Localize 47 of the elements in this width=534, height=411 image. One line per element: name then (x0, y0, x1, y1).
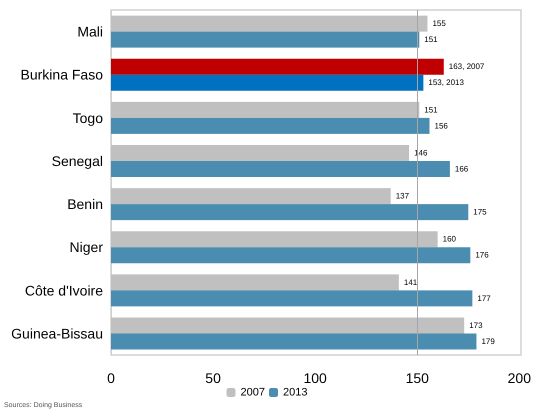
bar (111, 16, 428, 32)
data-label: 175 (473, 208, 488, 217)
x-tick-label: 200 (508, 370, 532, 386)
data-label: 137 (396, 192, 410, 201)
data-label: 146 (414, 148, 428, 158)
data-label: 153, 2013 (428, 78, 465, 88)
bar (111, 188, 391, 204)
data-label: 163, 2007 (448, 62, 485, 72)
bar (111, 317, 464, 334)
y-tick-label: Guinea-Bissau (11, 325, 103, 342)
y-tick-label: Niger (70, 239, 104, 256)
bar (111, 74, 424, 91)
y-tick-label: Senegal (52, 152, 103, 169)
data-label: 151 (424, 105, 438, 114)
bar (111, 32, 420, 48)
bar (111, 333, 476, 350)
bar (111, 231, 438, 248)
data-label: 160 (442, 234, 457, 244)
y-tick-label: Mali (77, 24, 103, 40)
bar (111, 102, 420, 118)
x-tick-label: 150 (406, 370, 430, 386)
legend-label: 2013 (283, 386, 308, 398)
bar (111, 274, 399, 290)
data-label: 179 (481, 336, 496, 346)
data-label: 177 (477, 294, 492, 303)
bar (111, 247, 470, 264)
x-tick-label: 50 (205, 370, 222, 386)
data-label: 155 (432, 19, 446, 28)
legend-label: 2007 (240, 386, 266, 398)
data-label: 166 (454, 164, 469, 174)
data-label: 173 (469, 320, 484, 330)
bar (111, 290, 472, 306)
y-tick-label: Burkina Faso (20, 66, 104, 83)
data-label: 141 (404, 278, 418, 287)
x-tick-label: 100 (303, 370, 328, 386)
y-tick-label: Côte d'Ivoire (24, 282, 104, 298)
y-tick-label: Togo (72, 110, 104, 126)
data-label: 151 (424, 35, 438, 44)
bar (111, 118, 430, 134)
bar (111, 204, 468, 220)
data-label: 156 (434, 121, 448, 130)
bar (111, 144, 410, 161)
y-tick-label: Benin (67, 196, 103, 212)
bar (111, 58, 444, 75)
data-label: 176 (475, 250, 490, 260)
x-tick-label: 0 (107, 370, 116, 386)
bar (111, 160, 450, 177)
